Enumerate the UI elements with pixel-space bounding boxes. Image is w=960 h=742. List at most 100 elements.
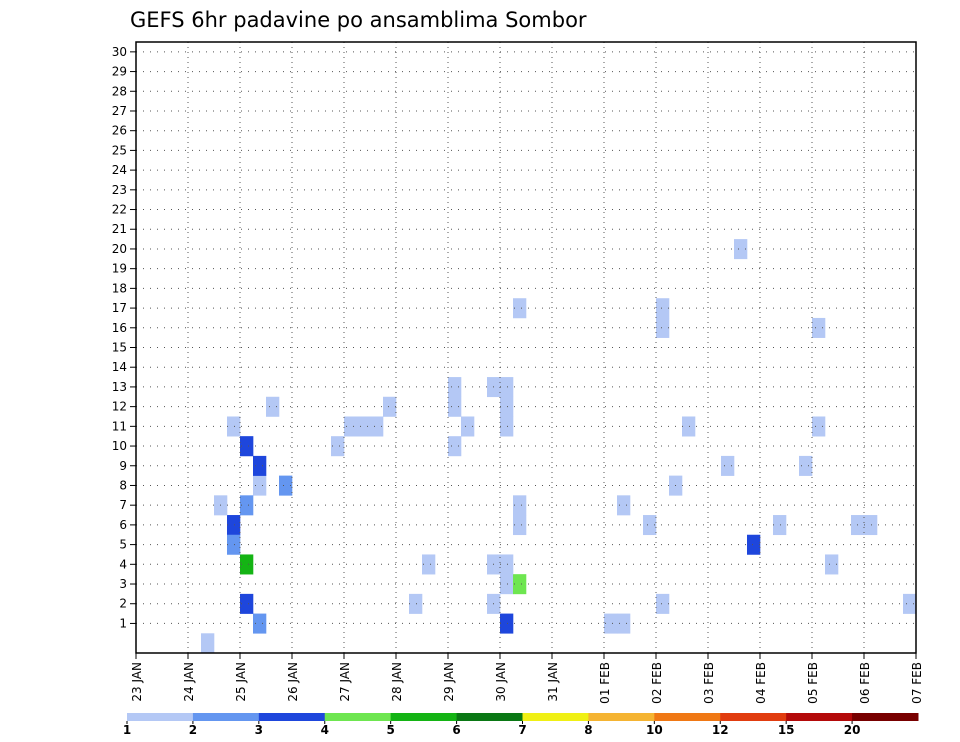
heatmap-cell: [448, 396, 462, 417]
heatmap-cell: [656, 317, 670, 338]
cells-layer: [201, 239, 917, 654]
x-tick-label: 01 FEB: [598, 662, 612, 704]
heatmap-cell: [500, 416, 514, 437]
heatmap-cell: [253, 475, 267, 496]
heatmap-cell: [747, 534, 761, 555]
x-tick-label: 04 FEB: [754, 662, 768, 704]
heatmap-cell: [656, 593, 670, 614]
x-tick-label: 24 JAN: [182, 662, 196, 702]
x-tick-label: 29 JAN: [442, 662, 456, 702]
heatmap-cell: [201, 633, 215, 654]
heatmap-cell: [279, 475, 293, 496]
y-tick-label: 10: [112, 439, 127, 453]
chart-title: GEFS 6hr padavine po ansamblima Sombor: [130, 8, 587, 32]
x-tick-label: 03 FEB: [702, 662, 716, 704]
x-tick-label: 25 JAN: [234, 662, 248, 702]
y-tick-label: 20: [112, 242, 127, 256]
y-tick-label: 19: [112, 262, 127, 276]
legend-label: 15: [778, 723, 795, 737]
heatmap-cell: [604, 613, 618, 634]
legend-swatch: [522, 713, 589, 721]
heatmap-cell: [734, 239, 748, 260]
legend-label: 10: [646, 723, 663, 737]
y-tick-label: 23: [112, 183, 127, 197]
y-tick-label: 25: [112, 143, 127, 157]
y-tick-label: 14: [112, 360, 127, 374]
legend-swatch: [390, 713, 458, 721]
heatmap-cell: [344, 416, 358, 437]
y-tick-label: 2: [119, 597, 127, 611]
legend-label: 12: [712, 723, 729, 737]
legend-label: 3: [255, 723, 263, 737]
heatmap-cell: [240, 495, 254, 516]
heatmap-cell: [513, 495, 527, 516]
heatmap-cell: [812, 317, 826, 338]
y-tick-label: 4: [119, 557, 127, 571]
legend-label: 20: [844, 723, 861, 737]
legend-label: 2: [189, 723, 197, 737]
y-tick-label: 5: [119, 538, 127, 552]
x-tick-label: 28 JAN: [390, 662, 404, 702]
heatmap-cell: [500, 613, 514, 634]
y-tick-label: 17: [112, 301, 127, 315]
heatmap-cell: [500, 396, 514, 417]
plot-frame: [135, 41, 917, 654]
legend-swatch: [852, 713, 919, 721]
legend-label: 8: [584, 723, 592, 737]
y-tick-label: 22: [112, 203, 127, 217]
x-tick-label: 30 JAN: [494, 662, 508, 702]
heatmap-cell: [617, 613, 631, 634]
legend-swatch: [192, 713, 260, 721]
y-tick-label: 26: [112, 124, 127, 138]
heatmap-cell: [422, 554, 436, 575]
heatmap-cell: [227, 515, 241, 536]
y-tick-label: 29: [112, 65, 127, 79]
heatmap-cell: [513, 574, 527, 595]
heatmap-cell: [513, 298, 527, 319]
heatmap-cell: [500, 574, 514, 595]
y-tick-label: 28: [112, 84, 127, 98]
y-tick-label: 30: [112, 45, 127, 59]
heatmap-cell: [656, 298, 670, 319]
y-tick-label: 7: [119, 498, 127, 512]
y-tick-label: 11: [112, 419, 127, 433]
y-tick-label: 27: [112, 104, 127, 118]
heatmap-cell: [513, 515, 527, 536]
y-tick-label: 3: [119, 577, 127, 591]
legend-swatch: [786, 713, 853, 721]
heatmap-cell: [799, 455, 813, 476]
heatmap-cell: [409, 593, 423, 614]
x-tick-label: 23 JAN: [130, 662, 144, 702]
heatmap-cell: [370, 416, 384, 437]
legend-swatch: [258, 713, 326, 721]
y-tick-label: 6: [119, 518, 127, 532]
y-axis: 1234567891011121314151617181920212223242…: [112, 45, 136, 630]
y-tick-label: 16: [112, 321, 127, 335]
x-tick-label: 05 FEB: [806, 662, 820, 704]
legend-label: 7: [518, 723, 526, 737]
legend-label: 4: [321, 723, 329, 737]
heatmap-cell: [773, 515, 787, 536]
legend-swatch: [127, 713, 194, 721]
heatmap-cell: [461, 416, 475, 437]
heatmap-cell: [240, 436, 254, 457]
y-tick-label: 24: [112, 163, 127, 177]
grid-layer: [136, 42, 916, 653]
legend-swatch: [654, 713, 721, 721]
heatmap-cell: [448, 436, 462, 457]
heatmap-cell: [240, 554, 254, 575]
y-tick-label: 12: [112, 400, 127, 414]
heatmap-cell: [253, 455, 267, 476]
y-tick-label: 18: [112, 281, 127, 295]
legend-label: 5: [386, 723, 394, 737]
heatmap-cell: [266, 396, 280, 417]
y-tick-label: 13: [112, 380, 127, 394]
x-tick-label: 31 JAN: [546, 662, 560, 702]
x-tick-label: 06 FEB: [858, 662, 872, 704]
y-tick-label: 9: [119, 459, 127, 473]
heatmap-cell: [721, 455, 735, 476]
heatmap-cell: [812, 416, 826, 437]
heatmap-cell: [227, 416, 241, 437]
heatmap-cell: [617, 495, 631, 516]
